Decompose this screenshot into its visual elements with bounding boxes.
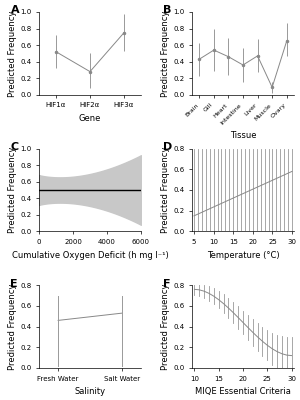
Text: E: E xyxy=(11,278,18,288)
Y-axis label: Predicted Frequency: Predicted Frequency xyxy=(161,10,170,96)
Text: C: C xyxy=(11,142,19,152)
X-axis label: Tissue: Tissue xyxy=(230,131,256,140)
X-axis label: MIQE Essential Criteria: MIQE Essential Criteria xyxy=(195,387,291,396)
Y-axis label: Predicted Frequency: Predicted Frequency xyxy=(8,147,17,233)
X-axis label: Cumulative Oxygen Deficit (h mg l⁻¹): Cumulative Oxygen Deficit (h mg l⁻¹) xyxy=(12,250,168,260)
Y-axis label: Predicted Frequency: Predicted Frequency xyxy=(161,147,170,233)
Y-axis label: Predicted Frequency: Predicted Frequency xyxy=(8,10,17,96)
Text: F: F xyxy=(164,278,171,288)
Text: B: B xyxy=(164,5,172,15)
Text: D: D xyxy=(164,142,173,152)
Y-axis label: Predicted Frequency: Predicted Frequency xyxy=(161,284,170,370)
X-axis label: Gene: Gene xyxy=(79,114,101,123)
Y-axis label: Predicted Frequency: Predicted Frequency xyxy=(8,284,17,370)
X-axis label: Salinity: Salinity xyxy=(74,387,106,396)
X-axis label: Temperature (°C): Temperature (°C) xyxy=(207,250,279,260)
Text: A: A xyxy=(11,5,19,15)
